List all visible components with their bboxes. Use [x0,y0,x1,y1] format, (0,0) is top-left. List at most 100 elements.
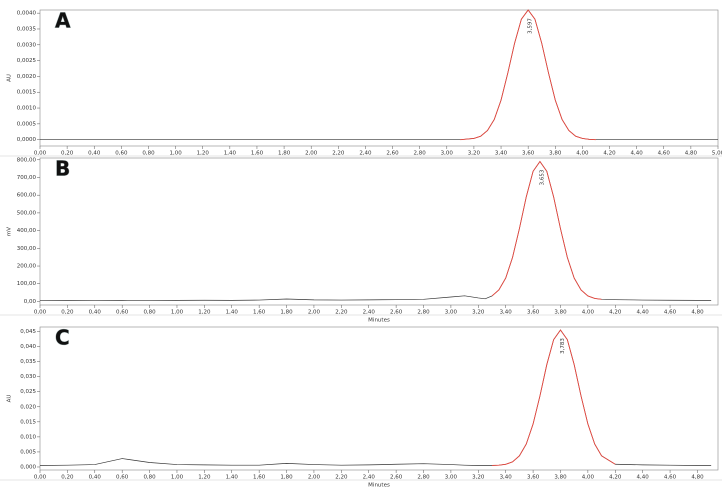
x-tick-label: 4,80 [691,475,704,481]
x-tick-label: 0,00 [34,151,47,157]
x-tick-label: 0,20 [61,151,74,157]
x-tick-label: 4,20 [609,310,622,316]
y-tick-label: 600,00 [17,193,37,199]
x-tick-label: 3,40 [500,310,513,316]
y-axis-label: mV [7,227,13,236]
x-tick-label: 1,80 [280,475,293,481]
x-tick-label: 2,60 [390,310,403,316]
x-tick-label: 1,80 [280,310,293,316]
y-tick-label: 0,035 [20,359,36,365]
x-tick-label: 3,80 [554,475,567,481]
x-tick-label: 3,00 [445,475,458,481]
x-tick-label: 2,80 [417,475,430,481]
x-tick-label: 1,00 [171,475,184,481]
y-tick-label: 0,0030 [17,42,37,48]
panel-letter: B [55,157,70,181]
y-tick-label: 0,015 [20,419,36,425]
peak-fit-line [491,160,602,300]
y-tick-label: 0,010 [20,434,36,440]
plot-frame [39,326,719,471]
y-tick-label: 0,0010 [17,106,37,112]
y-tick-label: 0,025 [20,389,36,395]
x-tick-label: 3,60 [527,310,540,316]
x-tick-label: 0,60 [116,310,129,316]
x-tick-label: 3,40 [500,475,513,481]
x-tick-label: 4,60 [664,475,677,481]
x-tick-label: 2,60 [390,475,403,481]
x-tick-label: 3,60 [527,475,540,481]
x-tick-label: 3,00 [441,151,454,157]
x-tick-label: 1,20 [198,310,211,316]
x-tick-label: 1,20 [198,475,211,481]
trace-line [39,329,712,466]
x-tick-label: 4,60 [658,151,671,157]
x-tick-label: 3,20 [472,475,485,481]
x-tick-label: 4,00 [582,475,595,481]
x-tick-label: 1,60 [253,475,266,481]
y-tick-label: 300,00 [17,246,37,252]
y-axis-label: AU [7,74,13,82]
y-tick-label: 0,040 [20,344,36,350]
x-tick-label: 0,40 [88,151,101,157]
x-axis-label: Minutes [368,318,390,324]
x-tick-label: 5,00 [712,151,722,157]
x-tick-label: 4,20 [603,151,616,157]
x-tick-label: 1,60 [253,310,266,316]
x-tick-label: 3,40 [495,151,508,157]
plot-frame [39,9,719,147]
x-axis-label: Minutes [368,483,390,488]
x-tick-label: 4,40 [637,310,650,316]
y-tick-label: 0,0025 [17,58,37,64]
x-tick-label: 3,60 [522,151,535,157]
x-tick-label: 3,20 [472,310,485,316]
y-tick-label: 0,00 [24,299,37,305]
y-tick-label: 500,00 [17,210,37,216]
x-tick-label: 4,20 [609,475,622,481]
y-tick-label: 0,045 [20,329,36,335]
y-tick-label: 0,0000 [17,137,37,143]
x-tick-label: 2,00 [308,310,321,316]
y-tick-label: 0,030 [20,374,36,380]
x-tick-label: 1,80 [278,151,291,157]
y-tick-label: 0,0020 [17,74,37,80]
x-tick-label: 2,40 [363,475,376,481]
x-tick-label: 3,00 [445,310,458,316]
x-tick-label: 0,80 [143,475,156,481]
y-tick-label: 0,0040 [17,11,37,17]
x-tick-label: 0,40 [89,310,102,316]
x-tick-label: 0,00 [34,475,47,481]
x-tick-label: 0,60 [116,475,129,481]
panel-letter: C [55,326,70,350]
x-tick-label: 4,00 [576,151,589,157]
peak-fit-line [491,329,616,466]
x-tick-label: 3,80 [554,310,567,316]
plot-frame [39,157,719,306]
y-tick-label: 0,000 [20,464,36,470]
x-tick-label: 1,40 [226,475,239,481]
x-tick-label: 2,20 [335,310,348,316]
peak-fit-line [460,9,596,141]
x-tick-label: 2,00 [305,151,318,157]
x-tick-label: 2,00 [308,475,321,481]
y-tick-label: 400,00 [17,228,37,234]
y-tick-label: 0,020 [20,404,36,410]
x-tick-label: 2,60 [386,151,399,157]
x-tick-label: 2,40 [359,151,372,157]
x-tick-label: 1,60 [251,151,264,157]
peak-label: 3,597 [528,18,534,34]
x-tick-label: 0,40 [89,475,102,481]
x-tick-label: 3,80 [549,151,562,157]
x-tick-label: 4,80 [685,151,698,157]
y-tick-label: 800,00 [17,157,37,163]
x-tick-label: 0,20 [61,475,74,481]
x-tick-label: 0,60 [115,151,128,157]
y-axis-label: AU [7,395,13,403]
x-tick-label: 2,80 [417,310,430,316]
x-tick-label: 4,40 [637,475,650,481]
y-tick-label: 0,0005 [17,121,37,127]
x-tick-label: 1,00 [169,151,182,157]
y-tick-label: 100,00 [17,281,37,287]
x-tick-label: 1,20 [197,151,210,157]
trace-line [39,160,712,301]
x-tick-label: 1,00 [171,310,184,316]
